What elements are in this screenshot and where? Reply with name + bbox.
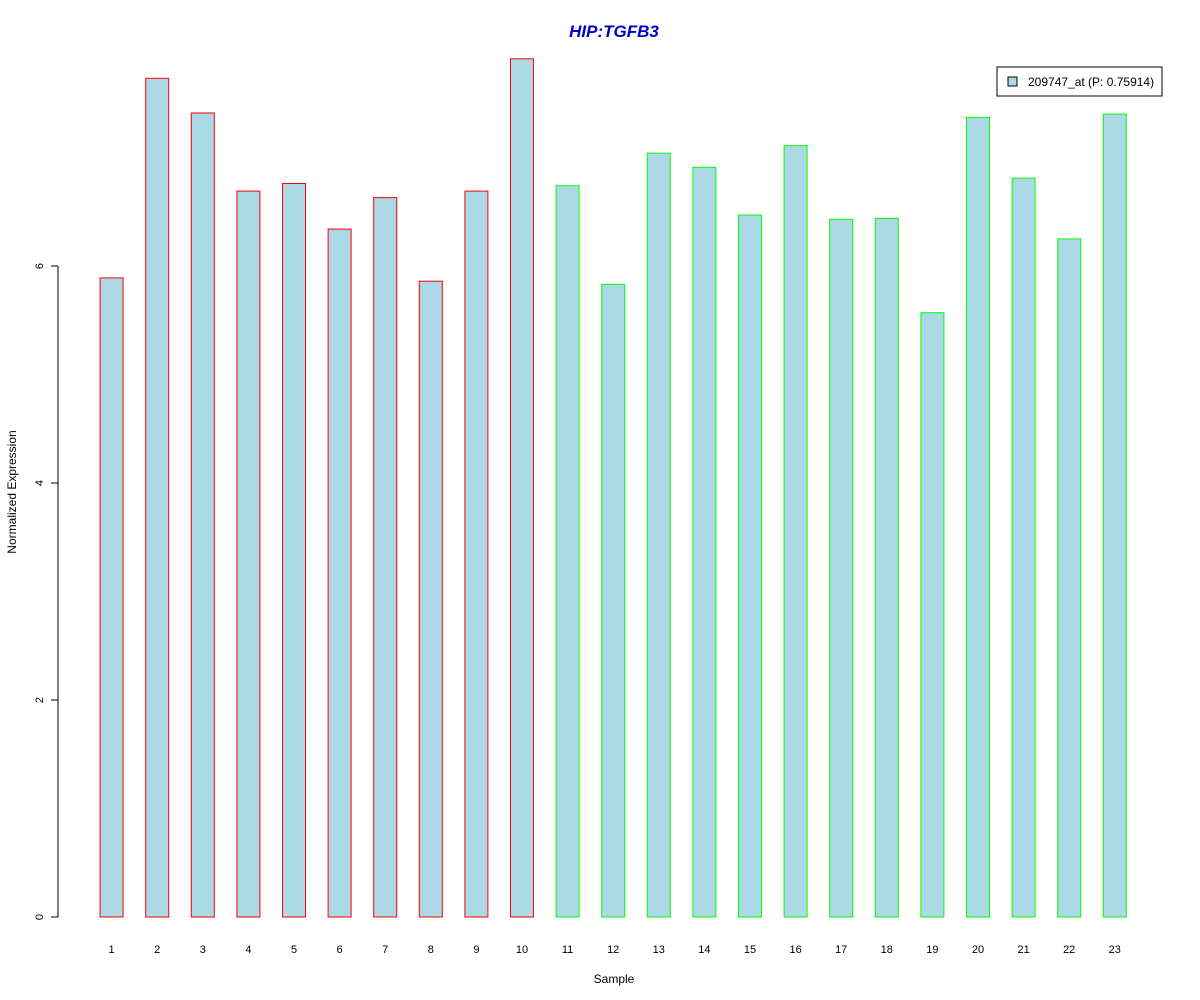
bar-sample-20 <box>966 116 990 918</box>
x-tick-label: 18 <box>881 944 893 956</box>
bar-sample-19 <box>920 312 945 918</box>
x-tick-label: 10 <box>516 944 528 956</box>
bar-sample-1 <box>99 277 124 918</box>
bar-sample-17 <box>829 218 854 918</box>
bar-sample-2 <box>145 77 170 918</box>
x-tick-label: 16 <box>789 944 801 956</box>
x-tick-label: 13 <box>653 944 665 956</box>
bar-sample-3 <box>190 112 215 918</box>
x-tick-label: 3 <box>200 944 206 956</box>
bar-sample-15 <box>738 214 762 918</box>
bar-sample-12 <box>601 283 626 918</box>
x-tick-label: 14 <box>698 944 710 956</box>
legend-swatch <box>1007 76 1018 87</box>
x-tick-label: 17 <box>835 944 847 956</box>
bar-sample-6 <box>327 228 352 918</box>
bar-sample-14 <box>692 166 717 918</box>
bar-sample-7 <box>373 197 398 918</box>
x-tick-label: 23 <box>1109 944 1121 956</box>
bar-sample-18 <box>874 217 899 918</box>
bar-sample-23 <box>1102 113 1127 918</box>
bar-sample-21 <box>1011 177 1036 918</box>
bar-sample-16 <box>783 145 808 918</box>
x-tick-label: 8 <box>428 944 434 956</box>
x-tick-label: 5 <box>291 944 297 956</box>
legend-label: 209747_at (P: 0.75914) <box>1028 75 1154 89</box>
bar-sample-13 <box>646 152 671 918</box>
bar-sample-9 <box>464 190 489 918</box>
x-tick-label: 1 <box>109 944 115 956</box>
x-tick-label: 22 <box>1063 944 1075 956</box>
x-tick-label: 15 <box>744 944 756 956</box>
x-tick-label: 19 <box>926 944 938 956</box>
legend: 209747_at (P: 0.75914) <box>996 66 1163 97</box>
bar-sample-4 <box>236 190 261 918</box>
y-tick-label: 6 <box>34 263 46 269</box>
y-tick-label: 0 <box>34 914 46 920</box>
x-tick-label: 4 <box>245 944 251 956</box>
x-tick-label: 12 <box>607 944 619 956</box>
x-tick-label: 6 <box>337 944 343 956</box>
x-tick-label: 7 <box>382 944 388 956</box>
bar-sample-22 <box>1057 238 1082 918</box>
bar-sample-5 <box>282 183 306 918</box>
bar-sample-10 <box>510 58 534 918</box>
y-axis-ticks: 0 2 4 6 <box>34 263 58 920</box>
legend-box <box>996 66 1163 97</box>
x-axis-label: Sample <box>594 972 635 986</box>
bars-group <box>99 58 1127 918</box>
x-tick-label: 2 <box>154 944 160 956</box>
x-axis-tick-labels: 1 2 3 4 5 6 7 8 9 10 11 12 13 14 15 16 17 18 19 20 21 22 23 <box>109 944 1121 956</box>
x-tick-label: 9 <box>473 944 479 956</box>
y-tick-label: 2 <box>34 697 46 703</box>
y-tick-label: 4 <box>34 480 46 486</box>
chart-title: HIP:TGFB3 <box>569 22 659 41</box>
bar-sample-8 <box>418 280 443 918</box>
bar-sample-11 <box>555 185 580 918</box>
x-tick-label: 20 <box>972 944 984 956</box>
y-axis-label: Normalized Expression <box>5 430 19 553</box>
x-tick-label: 11 <box>562 944 573 956</box>
x-tick-label: 21 <box>1017 944 1029 956</box>
